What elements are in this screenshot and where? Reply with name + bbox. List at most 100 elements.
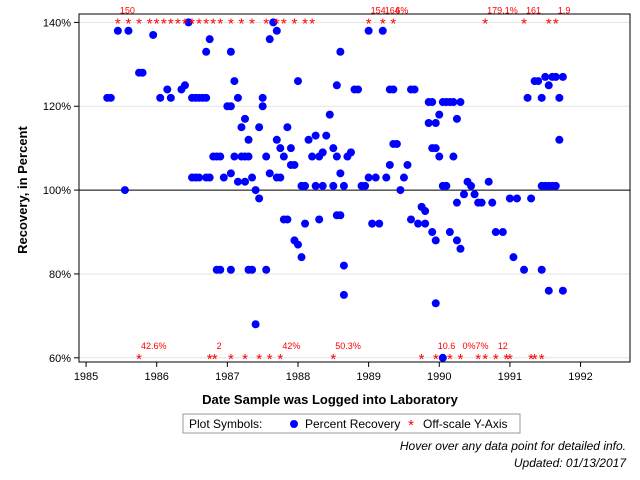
offscale-layer[interactable]: *150* * * * * * * * * * * * * * * * * * * * * * *154*164*6%*17… xyxy=(115,5,570,367)
recovery-point[interactable] xyxy=(244,152,253,161)
recovery-point[interactable] xyxy=(237,123,246,132)
offscale-point[interactable]: * xyxy=(126,15,132,32)
recovery-point[interactable] xyxy=(407,215,416,224)
recovery-point[interactable] xyxy=(244,135,253,144)
offscale-point[interactable]: * xyxy=(228,351,234,368)
offscale-point[interactable]: * xyxy=(482,15,488,32)
points-layer[interactable] xyxy=(103,18,567,362)
recovery-point[interactable] xyxy=(304,135,313,144)
recovery-point[interactable] xyxy=(248,173,257,182)
offscale-point[interactable]: * xyxy=(433,351,439,368)
recovery-point[interactable] xyxy=(318,148,327,157)
recovery-point[interactable] xyxy=(202,93,211,102)
recovery-point[interactable] xyxy=(262,265,271,274)
recovery-point[interactable] xyxy=(449,152,458,161)
recovery-point[interactable] xyxy=(325,110,334,119)
offscale-point[interactable]: * xyxy=(267,351,273,368)
offscale-point[interactable]: * xyxy=(115,15,121,32)
recovery-point[interactable] xyxy=(216,265,225,274)
recovery-point[interactable] xyxy=(421,207,430,216)
offscale-point[interactable]: * xyxy=(292,15,298,32)
recovery-point[interactable] xyxy=(332,152,341,161)
recovery-point[interactable] xyxy=(138,68,147,77)
recovery-point[interactable] xyxy=(346,148,355,157)
recovery-point[interactable] xyxy=(336,211,345,220)
recovery-point[interactable] xyxy=(537,265,546,274)
offscale-point[interactable]: * xyxy=(256,351,262,368)
offscale-point[interactable]: * xyxy=(309,15,315,32)
offscale-point[interactable]: * xyxy=(136,15,142,32)
offscale-point[interactable]: * xyxy=(302,15,308,32)
recovery-point[interactable] xyxy=(396,186,405,195)
recovery-point[interactable] xyxy=(410,85,419,94)
recovery-point[interactable] xyxy=(262,152,271,161)
offscale-point[interactable]: * xyxy=(175,15,181,32)
recovery-point[interactable] xyxy=(452,236,461,245)
recovery-point[interactable] xyxy=(452,198,461,207)
recovery-point[interactable] xyxy=(392,139,401,148)
recovery-point[interactable] xyxy=(124,26,133,35)
offscale-point[interactable]: * xyxy=(419,351,425,368)
recovery-point[interactable] xyxy=(255,194,264,203)
recovery-point[interactable] xyxy=(336,169,345,178)
recovery-point[interactable] xyxy=(318,181,327,190)
recovery-point[interactable] xyxy=(293,240,302,249)
recovery-point[interactable] xyxy=(523,93,532,102)
recovery-point[interactable] xyxy=(442,181,451,190)
recovery-point[interactable] xyxy=(269,18,278,27)
offscale-point[interactable]: * xyxy=(228,15,234,32)
recovery-point[interactable] xyxy=(389,85,398,94)
recovery-point[interactable] xyxy=(297,253,306,262)
offscale-point[interactable]: * xyxy=(553,15,559,32)
offscale-point[interactable]: * xyxy=(263,15,269,32)
recovery-point[interactable] xyxy=(456,98,465,107)
offscale-point[interactable]: * xyxy=(242,351,248,368)
recovery-point[interactable] xyxy=(205,173,214,182)
recovery-point[interactable] xyxy=(484,177,493,186)
offscale-point[interactable]: * xyxy=(203,15,209,32)
recovery-point[interactable] xyxy=(498,228,507,237)
recovery-point[interactable] xyxy=(106,93,115,102)
recovery-point[interactable] xyxy=(219,173,228,182)
recovery-point[interactable] xyxy=(241,114,250,123)
offscale-point[interactable]: * xyxy=(136,351,142,368)
recovery-point[interactable] xyxy=(202,47,211,56)
offscale-point[interactable]: * xyxy=(482,351,488,368)
recovery-point[interactable] xyxy=(364,173,373,182)
offscale-point[interactable]: * xyxy=(390,15,396,32)
offscale-point[interactable]: * xyxy=(249,15,255,32)
offscale-point[interactable]: * xyxy=(281,15,287,32)
recovery-point[interactable] xyxy=(512,194,521,203)
recovery-point[interactable] xyxy=(332,81,341,90)
offscale-point[interactable]: * xyxy=(528,351,534,368)
recovery-point[interactable] xyxy=(195,173,204,182)
recovery-point[interactable] xyxy=(301,219,310,228)
offscale-point[interactable]: * xyxy=(212,351,218,368)
recovery-point[interactable] xyxy=(491,228,500,237)
recovery-point[interactable] xyxy=(311,131,320,140)
recovery-point[interactable] xyxy=(385,160,394,169)
recovery-point[interactable] xyxy=(431,236,440,245)
recovery-point[interactable] xyxy=(255,123,264,132)
recovery-point[interactable] xyxy=(368,219,377,228)
recovery-point[interactable] xyxy=(308,152,317,161)
recovery-point[interactable] xyxy=(399,173,408,182)
recovery-point[interactable] xyxy=(329,181,338,190)
recovery-point[interactable] xyxy=(544,286,553,295)
recovery-point[interactable] xyxy=(233,177,242,186)
recovery-point[interactable] xyxy=(378,26,387,35)
offscale-point[interactable]: * xyxy=(503,351,509,368)
recovery-point[interactable] xyxy=(258,93,267,102)
recovery-point[interactable] xyxy=(322,131,331,140)
recovery-point[interactable] xyxy=(527,194,536,203)
recovery-point[interactable] xyxy=(166,93,175,102)
recovery-point[interactable] xyxy=(421,219,430,228)
offscale-point[interactable]: * xyxy=(154,15,160,32)
offscale-point[interactable]: * xyxy=(161,15,167,32)
recovery-point[interactable] xyxy=(113,26,122,35)
recovery-point[interactable] xyxy=(272,135,281,144)
recovery-point[interactable] xyxy=(216,152,225,161)
recovery-point[interactable] xyxy=(534,77,543,86)
offscale-point[interactable]: * xyxy=(217,15,223,32)
recovery-point[interactable] xyxy=(339,181,348,190)
